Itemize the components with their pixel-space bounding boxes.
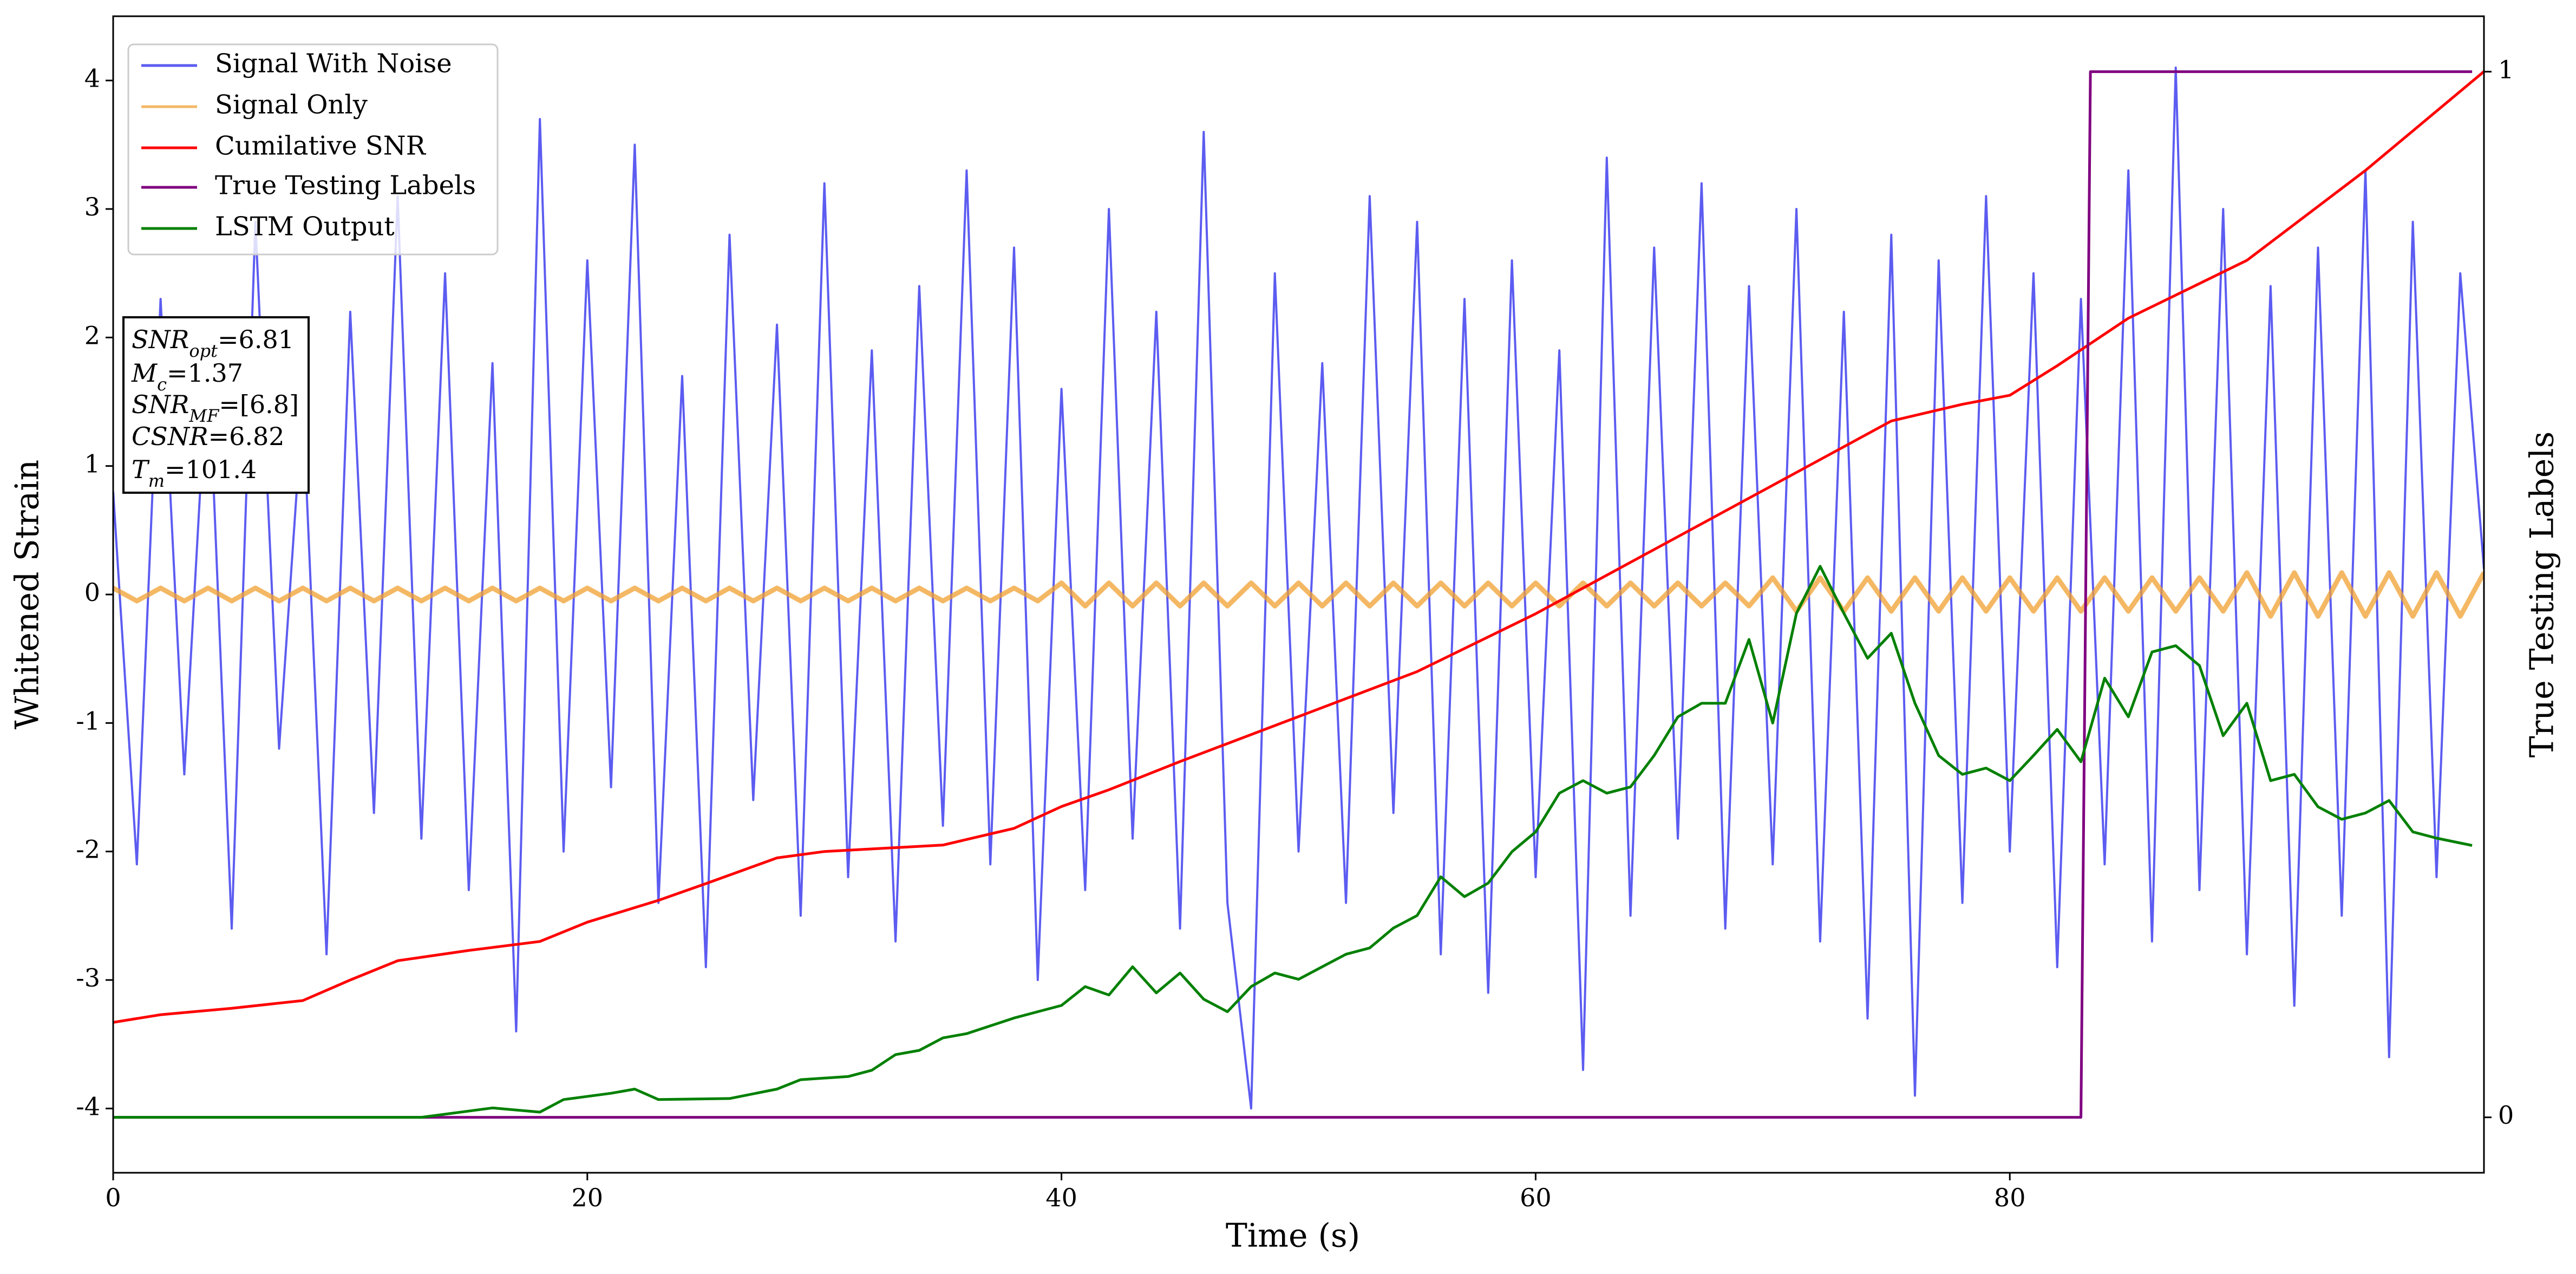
- annotation: SNRopt=6.81Mc=1.37SNRMF=[6.8]CSNR=6.82Tm…: [122, 316, 310, 494]
- annotation-subscript: opt: [189, 341, 218, 361]
- annotation-line: SNRMF=[6.8]: [132, 390, 299, 426]
- annotation-subscript: MF: [188, 406, 220, 426]
- annotation-value: =101.4: [165, 455, 257, 484]
- annotation-symbol: M: [131, 358, 158, 388]
- annotation-value: =6.82: [208, 422, 285, 451]
- annotation-value: =[6.8]: [219, 390, 299, 419]
- legend-label: Signal With Noise: [215, 49, 452, 79]
- x-tick-label: 80: [1994, 1183, 2026, 1212]
- y-tick-label: -2: [76, 835, 100, 864]
- annotation-symbol: SNR: [132, 325, 189, 354]
- annotation-line: Tm=101.4: [132, 455, 257, 491]
- y2-axis-label: True Testing Labels: [2523, 432, 2561, 758]
- annotation-line: Mc=1.37: [131, 358, 243, 395]
- y-tick-label: 2: [84, 321, 100, 350]
- series-line: [113, 66, 2484, 1110]
- legend-label: Cumilative SNR: [215, 131, 427, 161]
- y-tick-label: -4: [76, 1092, 100, 1121]
- legend: Signal With Noise Signal Only Cumilative S…: [127, 43, 499, 256]
- annotation-symbol: T: [132, 455, 150, 484]
- x-axis-label: Time (s): [1226, 1217, 1360, 1255]
- annotation-line: SNRopt=6.81: [132, 325, 294, 361]
- annotation-box: [122, 316, 310, 494]
- legend-label: Signal Only: [215, 90, 368, 120]
- annotation-subscript: m: [148, 471, 165, 491]
- y-tick-label: 1: [84, 449, 100, 479]
- annotation-value: =1.37: [167, 358, 243, 388]
- legend-label: LSTM Output: [215, 212, 395, 242]
- series-line: [113, 565, 2473, 1119]
- annotation-subscript: c: [157, 374, 167, 395]
- y2-tick-label: 1: [2498, 55, 2514, 84]
- x-tick-label: 20: [572, 1183, 604, 1212]
- annotation-symbol: CSNR: [132, 422, 208, 451]
- series-line: [113, 70, 2473, 1119]
- plot-area: [113, 66, 2484, 1119]
- annotation-value: =6.81: [218, 325, 294, 354]
- y-tick-label: 4: [84, 64, 100, 93]
- y-tick-label: 3: [84, 192, 100, 221]
- x-tick-label: 60: [1520, 1183, 1552, 1212]
- y-tick-label: -3: [76, 963, 100, 992]
- legend-box: [127, 43, 499, 256]
- y-axis-label: Whitened Strain: [9, 460, 47, 729]
- annotation-line: CSNR=6.82: [132, 422, 285, 451]
- x-tick-label: 40: [1045, 1183, 1077, 1212]
- y-tick-label: 0: [84, 578, 100, 607]
- series-line: [113, 570, 2484, 619]
- series-line: [113, 70, 2484, 1024]
- annotation-symbol: SNR: [132, 390, 189, 419]
- x-tick-label: 0: [105, 1183, 121, 1212]
- y2-tick-label: 0: [2498, 1101, 2514, 1130]
- y-tick-label: -1: [76, 706, 100, 735]
- legend-label: True Testing Labels: [215, 171, 476, 201]
